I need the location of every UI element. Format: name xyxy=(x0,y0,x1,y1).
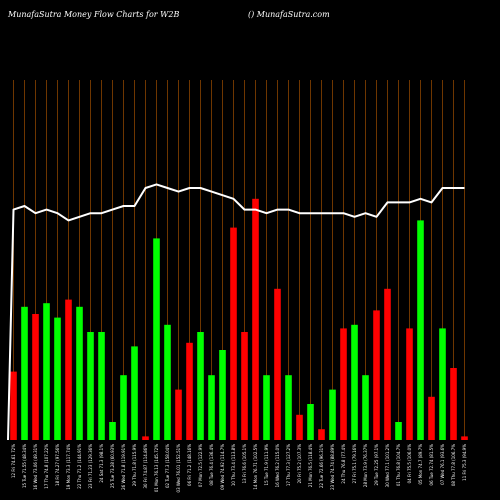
x-tick-label: 04 Fri 75.5 (106.0% xyxy=(407,444,412,484)
money-flow-bar xyxy=(219,350,226,440)
money-flow-bar xyxy=(373,310,380,440)
money-flow-bar xyxy=(186,342,193,440)
money-flow-bar xyxy=(296,414,303,440)
x-tick-label: 25 Tue 73.28 (60.93% xyxy=(110,444,115,488)
money-flow-bar xyxy=(197,332,204,440)
money-flow-bar xyxy=(439,328,446,440)
x-tick-label: 22 Thu 71.2 (144.91% xyxy=(77,444,82,489)
money-flow-bar xyxy=(10,371,17,440)
money-flow-bar xyxy=(43,303,50,440)
money-flow-bars xyxy=(10,198,468,440)
x-tick-label: 26 Wed 71.8 (119.91% xyxy=(121,444,126,490)
x-tick-label: 17 Thu 74.8 (107.22% xyxy=(44,444,49,489)
x-tick-label: 16 Wed 73.06 (49.31% xyxy=(33,444,38,490)
money-flow-bar xyxy=(329,389,336,440)
money-flow-bar xyxy=(208,375,215,440)
x-tick-label: 29 Thu 71.8 (115.9% xyxy=(132,444,137,486)
money-flow-bar xyxy=(65,299,72,440)
money-flow-bar xyxy=(87,332,94,440)
x-tick-label: 02 Tue 77.3 (158.04% xyxy=(165,444,170,488)
chart-title-right: () MunafaSutra.com xyxy=(248,10,330,19)
money-flow-bar xyxy=(76,306,83,440)
money-flow-bar xyxy=(131,346,138,440)
money-flow-bar xyxy=(175,389,182,440)
x-tick-labels: 12 Fri 74.61 72% 15 Tue 71.55 (48.34% 16 W… xyxy=(11,444,467,493)
money-flow-bar xyxy=(252,198,259,440)
x-tick-label: 20 Fri 75.2 (107.3% xyxy=(297,444,302,484)
x-tick-label: 18 Fri 74.27 (97.56% xyxy=(55,444,60,486)
price-line xyxy=(7,183,465,441)
money-flow-bar xyxy=(142,436,149,440)
money-flow-bar xyxy=(153,238,160,440)
x-tick-label: 30 Fri 74.87 (114.86% xyxy=(143,444,148,489)
money-flow-bar xyxy=(406,328,413,440)
x-tick-label: 13 Fri 76.6 (105.1% xyxy=(242,444,247,484)
x-tick-label: 24 Sat 71.3 (98.1% xyxy=(99,444,104,483)
x-tick-label: 27 Fri 75.1 (79.16% xyxy=(352,444,357,484)
x-tick-label: 08 Tue 76.4 (136.4% xyxy=(209,444,214,486)
money-flow-bar xyxy=(362,375,369,440)
x-tick-label: 19 Mon 73.3 (117.74% xyxy=(66,444,71,490)
x-tick-label: 14 Mon 76.71 (102.5% xyxy=(253,444,258,490)
x-tick-label: 01 Thu 76.8 (104.7% xyxy=(396,444,401,486)
x-tick-label: 09 Wed 74.92 (114.7% xyxy=(220,444,225,490)
money-flow-bar xyxy=(241,332,248,440)
money-flow-bar xyxy=(54,317,61,440)
money-flow-bar xyxy=(21,306,28,440)
money-flow-bar xyxy=(307,404,314,440)
money-flow-bar xyxy=(109,422,116,440)
x-tick-label: 01 Mon 76.13 (145.72% xyxy=(154,444,159,492)
money-flow-bar xyxy=(285,375,292,440)
money-flow-bar xyxy=(428,396,435,440)
money-flow-bar xyxy=(230,227,237,440)
x-tick-label: 28 Mon 73.9 (76.37% xyxy=(363,444,368,487)
x-tick-label: 29 Tue 72.25 (97.1% xyxy=(374,444,379,486)
x-tick-label: 22 Tue 72.66 (96.31% xyxy=(319,444,324,488)
x-tick-label: 03 Wed 76.01 (152.51% xyxy=(176,444,181,493)
x-tick-label: 11 Fri 75.3 (94.9% xyxy=(462,444,467,481)
money-flow-bar xyxy=(384,288,391,440)
x-tick-label: 15 Tue 71.55 (48.34% xyxy=(22,444,27,488)
x-tick-label: 15 Tue 71.9 (111.9% xyxy=(264,444,269,486)
x-tick-label: 10 Thu 73.4 (113.8% xyxy=(231,444,236,486)
money-flow-bar xyxy=(98,332,105,440)
price-line-path xyxy=(7,183,465,441)
x-tick-label: 17 Thu 77.3 (127.2% xyxy=(286,444,291,486)
x-tick-label: 24 Thu 76.8 (77.4% xyxy=(341,444,346,484)
money-flow-bar xyxy=(318,429,325,440)
x-tick-label: 07 Mon 72.5 (122.9% xyxy=(198,444,203,487)
chart-title-left: MunafaSutra Money Flow Charts for W2B xyxy=(8,10,180,19)
money-flow-bar xyxy=(120,375,127,440)
money-flow-bar xyxy=(351,324,358,440)
x-tick-label: 30 Wed 77.1 (101.2% xyxy=(385,444,390,488)
money-flow-bar xyxy=(340,328,347,440)
x-tick-label: 16 Wed 76.2 (115.0% xyxy=(275,444,280,488)
x-tick-label: 12 Fri 74.61 72% xyxy=(11,444,16,478)
money-flow-bar xyxy=(461,436,468,440)
money-flow-bar xyxy=(263,375,270,440)
x-tick-label: 05 Mon 74.7 (89.7% xyxy=(418,444,423,485)
x-tick-label: 06 Tue 72.74 (81.5% xyxy=(429,444,434,486)
x-tick-label: 08 Thu 77.8 (106.7% xyxy=(451,444,456,486)
money-flow-bar xyxy=(164,324,171,440)
x-tick-label: 23 Fri 71.23 (129.36% xyxy=(88,444,93,489)
x-tick-label: 23 Wed 74.74 (88.89% xyxy=(330,444,335,490)
x-tick-label: 21 Mon 76.5 (118.4% xyxy=(308,444,313,487)
x-tick-label: 07 Wed 76.1 (93.6% xyxy=(440,444,445,485)
money-flow-bar xyxy=(417,220,424,440)
money-flow-bar xyxy=(450,368,457,440)
money-flow-bar xyxy=(32,314,39,440)
x-tick-label: 06 Fri 71.2 (148.16% xyxy=(187,444,192,486)
money-flow-bar xyxy=(395,422,402,440)
money-flow-bar xyxy=(274,288,281,440)
